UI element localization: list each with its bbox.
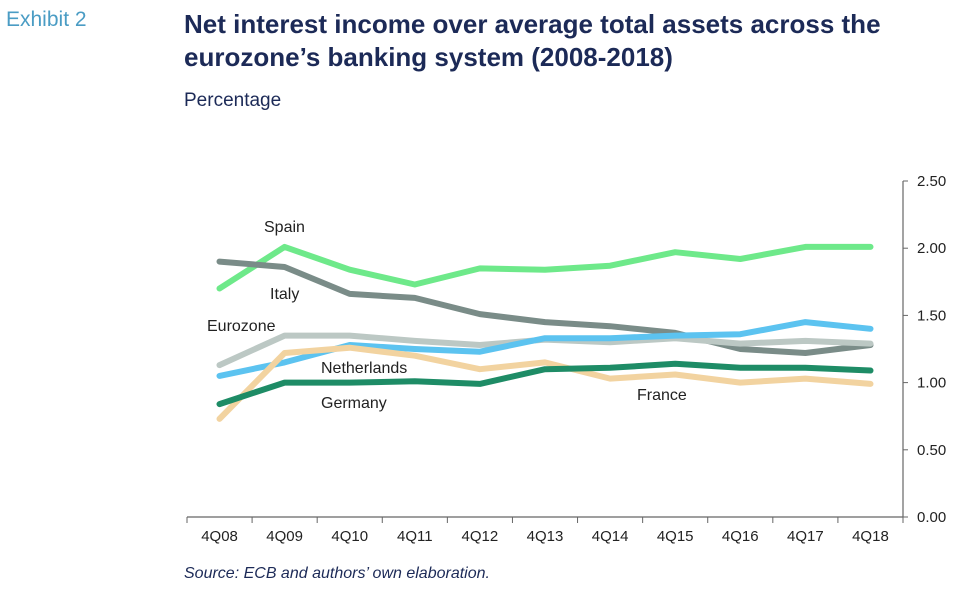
chart-subtitle: Percentage bbox=[184, 90, 282, 111]
x-tick-label: 4Q11 bbox=[397, 528, 433, 545]
series-label-italy: Italy bbox=[270, 286, 299, 303]
exhibit-label: Exhibit 2 bbox=[6, 8, 87, 31]
series-label-france: France bbox=[637, 387, 687, 404]
x-tick-label: 4Q16 bbox=[722, 528, 759, 545]
x-tick-label: 4Q09 bbox=[266, 528, 303, 545]
series-layer bbox=[216, 243, 874, 422]
y-tick-label: 1.00 bbox=[917, 375, 946, 392]
x-tick-label: 4Q18 bbox=[852, 528, 889, 545]
series-line-france bbox=[216, 344, 874, 422]
x-tick-label: 4Q14 bbox=[592, 528, 629, 545]
x-tick-label: 4Q08 bbox=[201, 528, 238, 545]
y-tick-label: 0.00 bbox=[917, 509, 946, 526]
y-tick-label: 2.50 bbox=[917, 173, 946, 190]
series-line-spain bbox=[216, 243, 874, 292]
x-tick-label: 4Q17 bbox=[787, 528, 824, 545]
series-line-germany bbox=[216, 360, 874, 408]
x-tick-label: 4Q13 bbox=[527, 528, 564, 545]
y-tick-label: 2.00 bbox=[917, 240, 946, 257]
y-tick-label: 1.50 bbox=[917, 307, 946, 324]
series-label-eurozone: Eurozone bbox=[207, 318, 276, 335]
x-tick-label: 4Q15 bbox=[657, 528, 694, 545]
chart-title: Net interest income over average total a… bbox=[184, 9, 881, 72]
x-tick-label: 4Q10 bbox=[331, 528, 368, 545]
y-tick-label: 0.50 bbox=[917, 442, 946, 459]
series-label-netherlands: Netherlands bbox=[321, 360, 407, 377]
x-tick-label: 4Q12 bbox=[462, 528, 499, 545]
series-label-spain: Spain bbox=[264, 219, 305, 236]
series-label-germany: Germany bbox=[321, 395, 387, 412]
source-note: Source: ECB and authors’ own elaboration… bbox=[184, 565, 490, 582]
axis-layer: 4Q08 4Q09 4Q10 4Q11 4Q12 4Q13 4Q14 4Q15 4Q16 4Q17… bbox=[186, 173, 946, 545]
series-line-italy bbox=[216, 258, 874, 356]
